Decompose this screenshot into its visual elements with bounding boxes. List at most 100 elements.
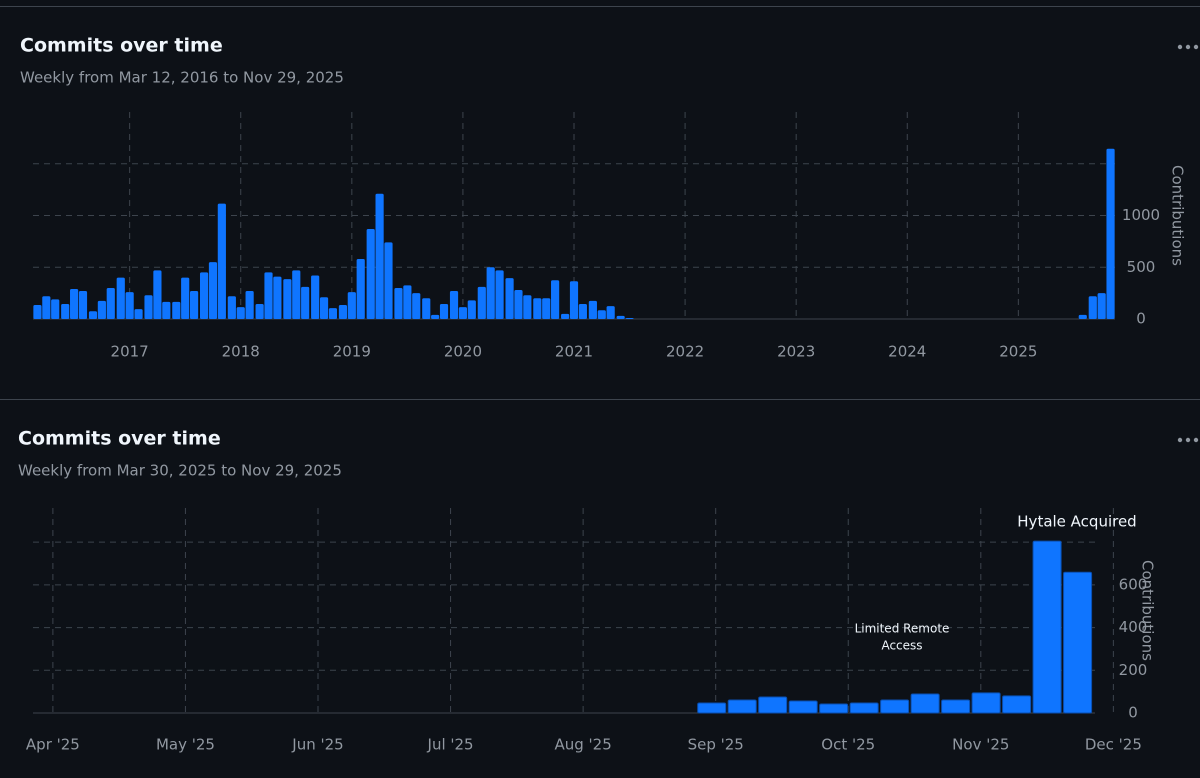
- bar: [181, 277, 190, 319]
- x-tick-label: 2025: [999, 343, 1037, 361]
- bar: [1106, 148, 1115, 319]
- chart-subtitle: Weekly from Mar 12, 2016 to Nov 29, 2025: [20, 69, 344, 87]
- bar: [125, 292, 134, 319]
- bar: [245, 291, 254, 319]
- x-tick-label: Jun '25: [291, 736, 343, 754]
- x-tick-label: Sep '25: [688, 736, 744, 754]
- bar: [283, 279, 292, 319]
- x-tick-label: Jul '25: [427, 736, 474, 754]
- bar: [880, 699, 910, 714]
- bar: [486, 267, 495, 319]
- bar: [1078, 314, 1087, 319]
- bar: [162, 301, 171, 319]
- bar: [264, 272, 273, 319]
- x-tick-label: Oct '25: [821, 736, 875, 754]
- bar: [561, 313, 570, 319]
- bar: [189, 291, 199, 319]
- bar: [588, 300, 597, 319]
- bar: [449, 291, 459, 319]
- bar: [134, 309, 143, 319]
- bar: [758, 696, 788, 714]
- bar: [788, 700, 818, 714]
- x-tick-label: May '25: [156, 736, 215, 754]
- bar: [366, 228, 375, 319]
- bar: [255, 303, 264, 319]
- bar: [375, 193, 384, 319]
- bar: [495, 270, 504, 319]
- bar: [301, 286, 310, 319]
- y-axis-title: Contributions: [1169, 165, 1187, 266]
- bar: [273, 276, 282, 319]
- y-tick-label: 400: [1119, 618, 1148, 636]
- bar: [116, 277, 125, 319]
- bar: [606, 306, 615, 319]
- bar: [172, 301, 181, 319]
- annotation: Limited Remote: [855, 622, 950, 636]
- bar: [1088, 296, 1097, 319]
- bar: [542, 298, 551, 319]
- bar: [505, 278, 514, 319]
- bar: [106, 287, 115, 319]
- bar: [910, 693, 940, 714]
- chart-subtitle: Weekly from Mar 30, 2025 to Nov 29, 2025: [18, 462, 342, 480]
- bar: [319, 297, 329, 319]
- bar: [338, 305, 348, 319]
- x-tick-label: 2018: [222, 343, 260, 361]
- bar: [153, 270, 162, 319]
- bar: [356, 258, 365, 319]
- x-tick-label: 2022: [666, 343, 704, 361]
- bar: [523, 295, 532, 319]
- bar: [384, 242, 393, 319]
- bar: [208, 262, 218, 319]
- bar: [236, 307, 245, 319]
- bar: [42, 296, 51, 319]
- x-tick-label: 2019: [333, 343, 371, 361]
- y-tick-label: 200: [1119, 661, 1148, 679]
- bar: [551, 280, 560, 319]
- bar: [1032, 540, 1062, 714]
- y-axis-title: Contributions: [1139, 560, 1157, 661]
- x-tick-label: Nov '25: [952, 736, 1009, 754]
- annotation: Hytale Acquired: [1017, 513, 1136, 531]
- bar: [199, 272, 209, 319]
- bar: [941, 699, 971, 714]
- bar: [97, 300, 106, 319]
- x-tick-label: Aug '25: [554, 736, 611, 754]
- bar: [1063, 571, 1093, 714]
- bar: [412, 293, 421, 319]
- bar: [616, 315, 625, 319]
- y-tick-label: 600: [1119, 575, 1148, 593]
- x-tick-label: 2024: [888, 343, 926, 361]
- bar: [1002, 695, 1032, 714]
- annotation: Access: [881, 639, 922, 653]
- bar: [61, 303, 70, 319]
- menu-button[interactable]: [1177, 437, 1199, 443]
- bar: [51, 299, 60, 319]
- bar: [217, 203, 226, 319]
- bar: [347, 292, 356, 319]
- bar: [70, 288, 79, 319]
- bar: [578, 303, 587, 319]
- bar: [849, 702, 879, 714]
- bar: [403, 285, 412, 319]
- x-tick-label: 2020: [444, 343, 482, 361]
- bar: [597, 310, 606, 319]
- bar: [394, 287, 403, 319]
- y-tick-label: 1000: [1122, 206, 1160, 224]
- bar: [311, 275, 320, 319]
- x-tick-label: 2017: [111, 343, 149, 361]
- bar: [439, 303, 449, 319]
- x-tick-label: Dec '25: [1085, 736, 1142, 754]
- bar: [514, 290, 523, 319]
- bar: [88, 311, 98, 319]
- bar: [431, 314, 440, 319]
- bar: [1097, 293, 1106, 319]
- bar: [819, 703, 849, 714]
- bar: [727, 699, 757, 714]
- bar: [78, 291, 88, 319]
- x-tick-label: 2021: [555, 343, 593, 361]
- x-tick-label: Apr '25: [26, 736, 80, 754]
- bar: [477, 286, 486, 319]
- menu-button[interactable]: [1177, 44, 1199, 50]
